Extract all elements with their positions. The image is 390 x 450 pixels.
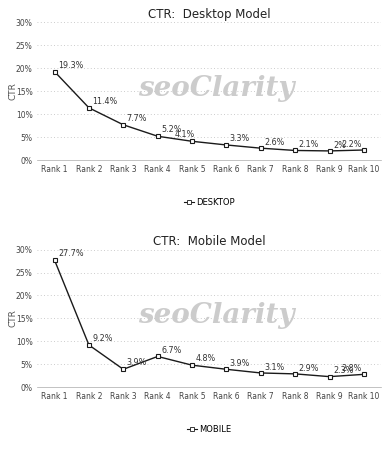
Text: 7.7%: 7.7% <box>127 114 147 123</box>
Legend: MOBILE: MOBILE <box>184 422 235 437</box>
Text: 2.8%: 2.8% <box>342 364 362 373</box>
Text: 2.2%: 2.2% <box>342 140 362 148</box>
Text: 5.2%: 5.2% <box>161 126 182 135</box>
Text: 2.9%: 2.9% <box>299 364 319 373</box>
Legend: DESKTOP: DESKTOP <box>180 194 238 210</box>
Text: 2.1%: 2.1% <box>299 140 319 149</box>
Y-axis label: CTR: CTR <box>8 310 17 327</box>
Text: 9.2%: 9.2% <box>92 334 113 343</box>
Text: 2.6%: 2.6% <box>264 138 285 147</box>
Y-axis label: CTR: CTR <box>8 82 17 100</box>
Text: 3.9%: 3.9% <box>127 359 147 368</box>
Text: 2%: 2% <box>333 140 346 149</box>
Text: 2.3%: 2.3% <box>333 366 353 375</box>
Text: 27.7%: 27.7% <box>58 249 83 258</box>
Text: 3.9%: 3.9% <box>230 359 250 368</box>
Title: CTR:  Mobile Model: CTR: Mobile Model <box>153 235 266 248</box>
Text: seoClarity: seoClarity <box>138 302 294 329</box>
Text: 4.8%: 4.8% <box>195 354 216 363</box>
Title: CTR:  Desktop Model: CTR: Desktop Model <box>148 9 271 21</box>
Text: 6.7%: 6.7% <box>161 346 181 355</box>
Text: seoClarity: seoClarity <box>138 75 294 102</box>
Text: 11.4%: 11.4% <box>92 96 118 105</box>
Text: 19.3%: 19.3% <box>58 61 83 70</box>
Text: 3.3%: 3.3% <box>230 134 250 143</box>
Text: 4.1%: 4.1% <box>175 130 195 140</box>
Text: 3.1%: 3.1% <box>264 363 284 372</box>
